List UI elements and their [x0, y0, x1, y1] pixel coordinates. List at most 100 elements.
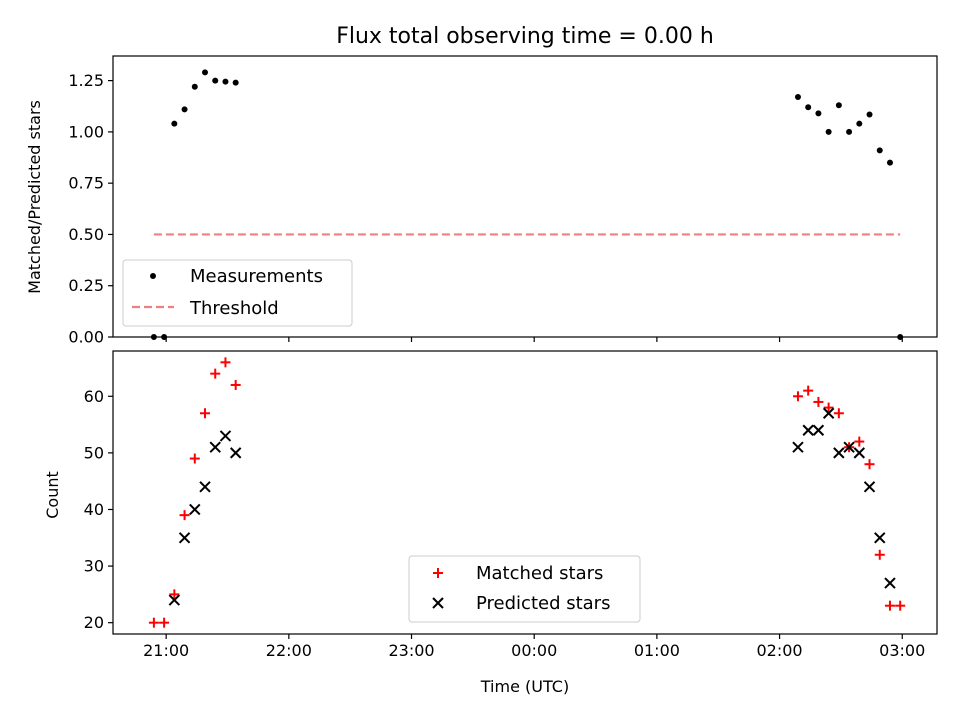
measurement-point [202, 69, 209, 76]
measurement-point [222, 78, 229, 85]
bottom-y-tick-label: 40 [84, 500, 104, 519]
top-marks [150, 69, 904, 340]
x-b [812, 424, 825, 436]
bottom-panel: Count Time (UTC) 21:00 22:00 23:00 00:00 01:… [43, 350, 938, 696]
bottom-x-tick-label: 01:00 [634, 641, 680, 660]
predicted-star-point [229, 447, 242, 459]
x-b [843, 441, 855, 453]
measurement-point [212, 77, 219, 84]
top-y-tick-label: 0.50 [68, 225, 104, 244]
top-y-tick-label: 0.00 [68, 328, 104, 347]
x-b [168, 594, 181, 606]
predicted-star-point [802, 424, 814, 436]
measurement-point [876, 147, 883, 154]
predicted-star-point [209, 441, 221, 453]
measurement-point [191, 83, 198, 90]
matched-star-point [854, 436, 865, 447]
x-b [199, 481, 211, 493]
matched-star-point [895, 600, 906, 611]
measurement-point [825, 128, 832, 135]
matched-star-point [813, 396, 824, 407]
measurement-point [846, 128, 853, 135]
predicted-star-point [199, 481, 211, 493]
x-b [853, 447, 866, 459]
matched-star-point [159, 617, 170, 628]
matched-star-point [220, 357, 231, 368]
measurement-point [805, 104, 812, 111]
measurement-point [815, 110, 822, 117]
bottom-y-axis-label: Count [43, 471, 62, 519]
top-y-tick-label: 1.00 [68, 122, 104, 141]
predicted-star-point [863, 481, 876, 493]
top-y-tick-label: 1.25 [68, 71, 104, 90]
predicted-star-point [822, 407, 835, 419]
matched-star-point [864, 459, 875, 470]
top-ticks: 0.00 0.25 0.50 0.75 1.00 1.25 [68, 71, 903, 347]
bottom-x-tick-label: 21:00 [143, 641, 189, 660]
measurement-point [856, 120, 863, 127]
predicted-star-point [189, 503, 201, 516]
matched-star-point [803, 385, 814, 396]
x-b [178, 532, 191, 544]
predicted-star-point [178, 532, 191, 544]
predicted-star-point [168, 594, 181, 606]
matched-star-point [189, 453, 200, 464]
top-legend: Measurements Threshold [122, 259, 353, 327]
legend-measurements-marker [150, 273, 156, 279]
measurement-point [171, 120, 178, 127]
bottom-y-tick-label: 20 [84, 613, 104, 632]
top-y-tick-label: 0.25 [68, 276, 104, 295]
predicted-star-point [853, 447, 866, 459]
bottom-y-tick-label: 30 [84, 557, 104, 576]
measurement-point [886, 159, 893, 166]
x-b [189, 503, 201, 516]
predicted-star-point [843, 441, 855, 453]
top-panel: Flux total observing time = 0.00 h Match… [25, 24, 938, 347]
matched-star-point [148, 617, 159, 628]
predicted-star-point [884, 577, 896, 589]
chart-title: Flux total observing time = 0.00 h [336, 24, 714, 49]
legend-matched-label: Matched stars [476, 563, 603, 584]
x-b [863, 481, 876, 493]
measurement-point [794, 94, 801, 101]
legend-threshold-label: Threshold [189, 298, 279, 319]
bottom-ticks: 21:00 22:00 23:00 00:00 01:00 02:00 03:00 20 30 4… [84, 387, 926, 660]
x-b [209, 441, 221, 453]
bottom-x-tick-label: 22:00 [266, 641, 312, 660]
legend-predicted-label: Predicted stars [476, 593, 610, 614]
x-b [802, 424, 814, 436]
top-y-tick-label: 0.75 [68, 174, 104, 193]
matched-star-point [823, 402, 834, 413]
x-axis-label: Time (UTC) [480, 677, 569, 696]
bottom-y-tick-label: 50 [84, 443, 104, 462]
bottom-y-tick-label: 60 [84, 387, 104, 406]
matched-star-point [833, 408, 844, 419]
matched-star-point [884, 600, 895, 611]
x-b [229, 447, 242, 459]
bottom-legend-box [408, 555, 641, 623]
bottom-x-tick-label: 03:00 [879, 641, 925, 660]
bottom-x-tick-label: 00:00 [511, 641, 557, 660]
bottom-legend: Matched stars Predicted stars [408, 555, 641, 623]
x-b [822, 407, 835, 419]
matched-star-point [200, 408, 211, 419]
x-b [833, 447, 845, 459]
matched-star-point [874, 549, 885, 560]
matched-star-point [230, 379, 241, 390]
x-b [792, 441, 804, 453]
bottom-x-tick-label: 02:00 [757, 641, 803, 660]
top-legend-box [122, 259, 353, 327]
matched-star-point [210, 368, 221, 379]
x-b [219, 430, 232, 442]
top-plot-frame [112, 55, 938, 338]
predicted-star-point [219, 430, 232, 442]
predicted-star-point [812, 424, 825, 436]
bottom-x-tick-label: 23:00 [388, 641, 434, 660]
x-b [874, 532, 886, 544]
predicted-star-point [792, 441, 804, 453]
matched-star-point [179, 510, 190, 521]
bottom-plot-frame [112, 350, 938, 635]
legend-measurements-label: Measurements [190, 266, 323, 287]
top-y-axis-label: Matched/Predicted stars [25, 100, 44, 294]
